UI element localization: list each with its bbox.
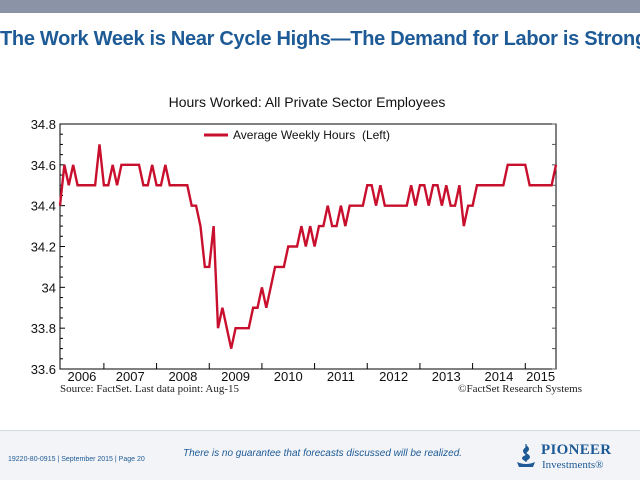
x-tick-label: 2011 (327, 369, 355, 384)
top-band (0, 0, 640, 13)
series-line-average-weekly-hours (58, 144, 558, 349)
y-tick-label: 34.2 (31, 240, 56, 255)
source-note: Source: FactSet. Last data point: Aug-15 (60, 383, 240, 395)
x-tick-label: 2009 (221, 369, 250, 384)
right-axis-ticks (552, 123, 556, 370)
x-tick-label: 2006 (67, 369, 96, 384)
x-tick-label: 2007 (116, 369, 145, 384)
y-tick-label: 34.4 (31, 199, 56, 214)
legend-label: Average Weekly Hours (Left) (233, 128, 390, 142)
x-tick-label: 2015 (526, 369, 555, 384)
y-tick-label: 33.8 (31, 321, 56, 336)
x-axis: 2006 2007 2008 2009 2010 2011 2012 2013 2014 2015 (67, 363, 555, 384)
slide-title: The Work Week is Near Cycle Highs—The De… (0, 28, 640, 50)
y-tick-label: 34 (42, 280, 56, 295)
x-tick-label: 2014 (484, 369, 513, 384)
y-tick-label: 34.8 (31, 117, 56, 132)
footer (0, 431, 640, 480)
pioneer-ship-icon (517, 444, 535, 467)
y-tick-label: 33.6 (31, 362, 56, 377)
logo-name: PIONEER (541, 442, 612, 458)
disclaimer: There is no guarantee that forecasts dis… (183, 448, 463, 459)
x-tick-label: 2008 (168, 369, 197, 384)
pioneer-logo: PIONEER Investments® (514, 442, 634, 474)
document-id: 19220-80-0915 | September 2015 | Page 20 (8, 456, 145, 463)
plot-frame (59, 123, 557, 370)
chart-title: Hours Worked: All Private Sector Employe… (169, 94, 446, 110)
copyright-note: ©FactSet Research Systems (458, 383, 582, 395)
logo-subtitle: Investments® (542, 459, 604, 471)
legend: Average Weekly Hours (Left) (204, 128, 390, 142)
x-tick-label: 2010 (274, 369, 303, 384)
x-tick-label: 2013 (432, 369, 461, 384)
footer-divider (0, 430, 640, 431)
hours-worked-chart: Hours Worked: All Private Sector Employe… (31, 94, 558, 384)
series-layer (58, 144, 558, 349)
x-tick-label: 2012 (379, 369, 408, 384)
y-tick-label: 34.6 (31, 158, 56, 173)
